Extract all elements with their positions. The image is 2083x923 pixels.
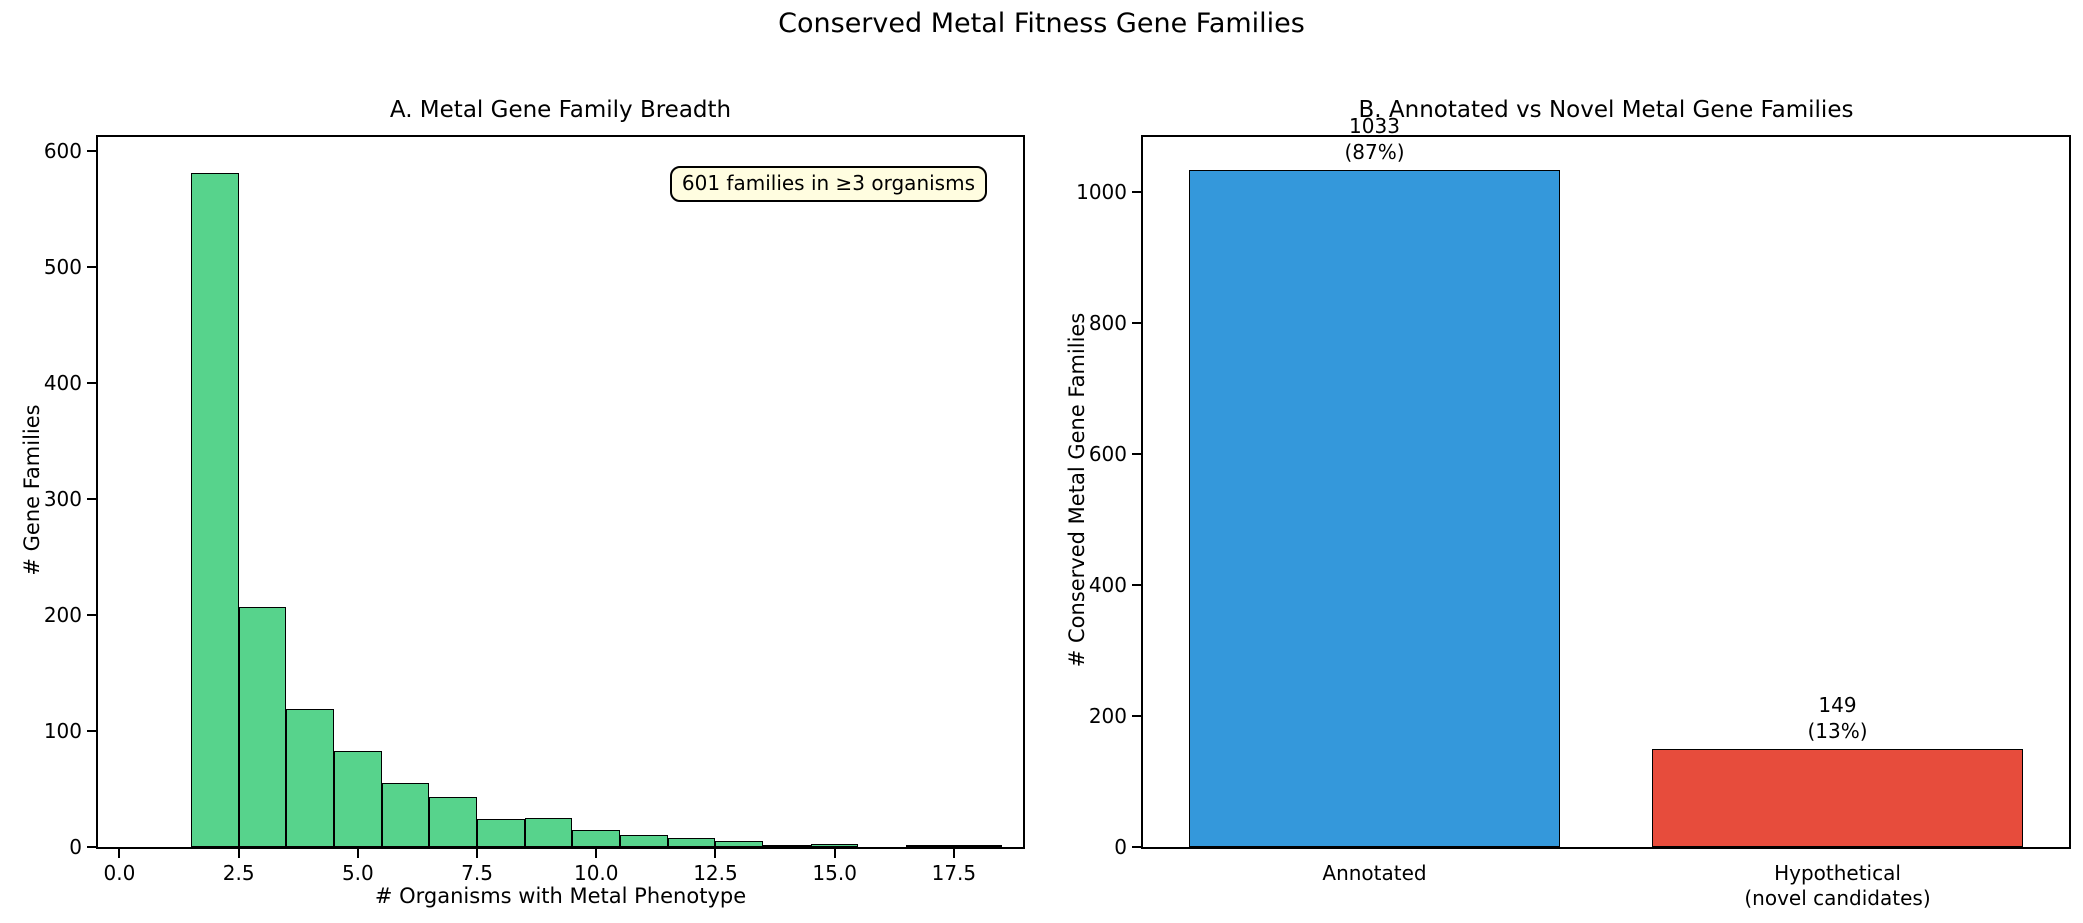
panel-b-plot-area: 0 200 400 600 800 1000 1033 (87%) Annotated 149 … — [1076, 114, 2071, 910]
histogram-bar — [190, 172, 239, 847]
y-tick-label: 0 — [1114, 835, 1127, 859]
y-tick-label: 200 — [43, 602, 82, 627]
histogram-bar — [477, 819, 525, 847]
x-tick-label: 12.5 — [693, 861, 738, 885]
y-tick-mark — [1132, 191, 1141, 194]
histogram-bar — [572, 829, 621, 847]
panel-b-ylabel: # Conserved Metal Gene Families — [1065, 312, 1089, 668]
x-tick-mark — [595, 849, 598, 858]
histogram-bar — [667, 837, 716, 847]
x-tick-label: 17.5 — [931, 861, 977, 885]
histogram-bar — [620, 835, 668, 847]
y-tick-label: 500 — [43, 254, 82, 279]
panel-a-ylabel: # Gene Families — [20, 404, 44, 576]
histogram-bar — [715, 841, 764, 847]
y-tick-mark — [87, 265, 96, 268]
histogram-bar — [524, 818, 573, 847]
histogram-bar — [381, 783, 430, 847]
category-label: Hypothetical (novel candidates) — [1744, 861, 1931, 910]
y-tick-label: 300 — [43, 486, 82, 511]
histogram-bar — [763, 844, 811, 847]
x-tick-mark — [118, 849, 121, 858]
y-tick-label: 400 — [1088, 573, 1127, 598]
x-tick-mark — [952, 849, 955, 858]
histogram-bar — [810, 843, 859, 847]
panel-b-title: B. Annotated vs Novel Metal Gene Familie… — [1358, 97, 1854, 123]
y-tick-mark — [87, 846, 96, 848]
bar-value-label: 149 (13%) — [1807, 693, 1868, 744]
y-tick-label: 100 — [43, 719, 82, 743]
y-tick-mark — [1132, 453, 1141, 456]
histogram-bar — [334, 750, 382, 847]
histogram-bar — [286, 708, 334, 847]
x-tick-label: 7.5 — [461, 861, 493, 885]
x-tick-mark — [356, 849, 359, 858]
bar-value-label: 1033 (87%) — [1344, 114, 1405, 165]
panel-a-xlabel: # Organisms with Metal Phenotype — [374, 884, 747, 908]
y-tick-label: 200 — [1088, 704, 1127, 729]
histogram-bar — [906, 845, 954, 847]
x-tick-mark — [476, 849, 479, 858]
x-tick-label: 2.5 — [222, 861, 255, 885]
x-tick-mark — [237, 849, 240, 858]
category-bar — [1189, 170, 1560, 847]
y-tick-label: 800 — [1088, 311, 1127, 336]
x-tick-label: 0.0 — [103, 861, 136, 885]
y-tick-mark — [1132, 715, 1141, 718]
y-tick-label: 1000 — [1076, 180, 1127, 205]
y-tick-mark — [87, 730, 96, 732]
histogram-bar — [429, 797, 478, 847]
x-tick-label: 5.0 — [341, 861, 374, 885]
category-label: Annotated — [1322, 861, 1427, 885]
y-tick-mark — [87, 381, 96, 384]
y-tick-mark — [87, 613, 96, 616]
histogram-bar — [953, 845, 1002, 847]
x-tick-label: 15.0 — [812, 861, 857, 885]
y-tick-label: 600 — [1088, 442, 1127, 467]
y-tick-mark — [1132, 322, 1141, 325]
y-tick-mark — [87, 497, 96, 500]
y-tick-mark — [1132, 584, 1141, 587]
panel-a-plot-area: 601 families in ≥3 organisms 0 100 200 300 4… — [44, 135, 1025, 885]
category-bar — [1652, 749, 2023, 847]
annotation-text: 601 families in ≥3 organisms — [681, 171, 975, 195]
panel-a-title: A. Metal Gene Family Breadth — [389, 97, 732, 123]
histogram-bar — [238, 606, 287, 847]
y-tick-label: 400 — [43, 370, 82, 395]
y-tick-label: 600 — [43, 138, 82, 163]
x-tick-label: 10.0 — [573, 861, 619, 885]
x-tick-mark — [714, 849, 717, 858]
figure-suptitle: Conserved Metal Fitness Gene Families — [778, 8, 1305, 39]
x-tick-mark — [833, 849, 836, 858]
y-tick-mark — [87, 149, 96, 152]
annotation-box: 601 families in ≥3 organisms — [669, 166, 987, 202]
y-tick-label: 0 — [69, 835, 82, 859]
y-tick-mark — [1132, 846, 1141, 848]
